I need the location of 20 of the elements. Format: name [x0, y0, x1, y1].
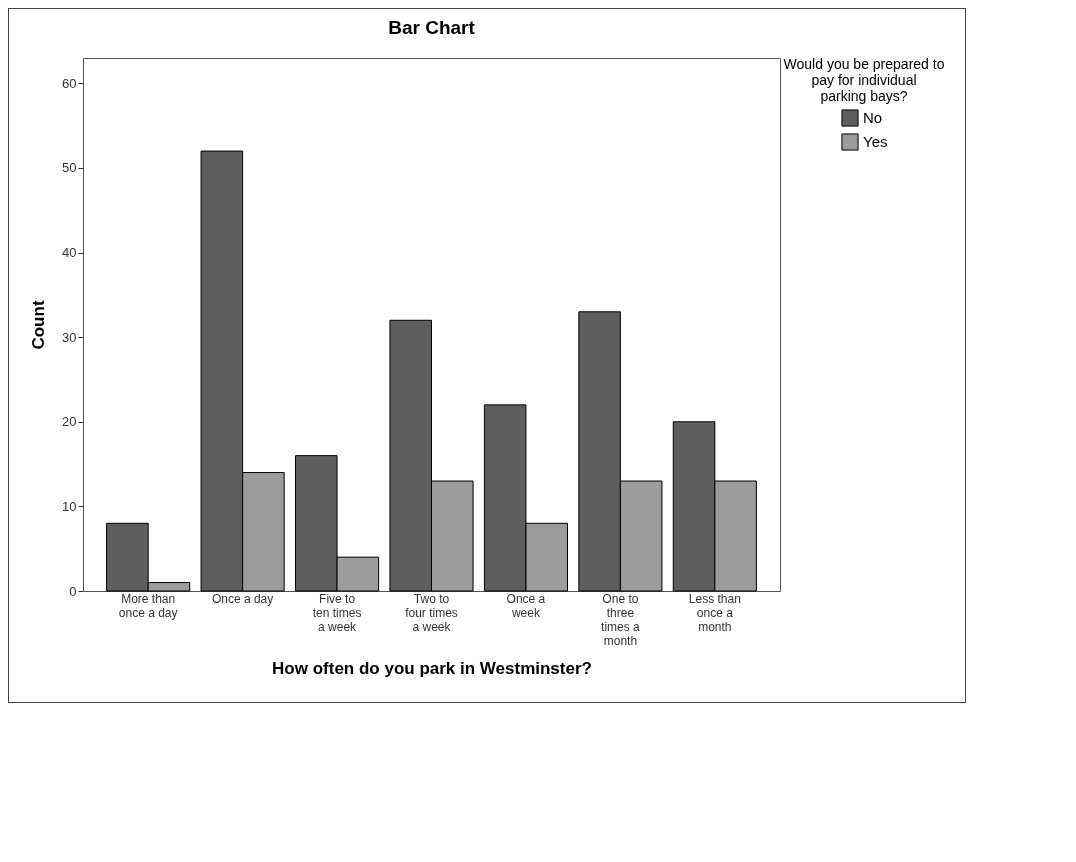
y-axis-title: Count [29, 300, 49, 350]
legend-label: No [863, 109, 883, 126]
x-tick-label: Less than once a month [688, 591, 741, 634]
x-tick-label: Five to ten times a week [312, 591, 362, 634]
x-tick-label: More than once a day [118, 591, 178, 620]
y-tick-label: 50 [62, 160, 77, 176]
y-tick-label: 30 [62, 329, 77, 345]
legend-label: Yes [863, 133, 888, 150]
chart-title: Bar Chart [388, 17, 476, 38]
x-tick-label: Once a day [211, 591, 274, 606]
y-tick-label: 0 [69, 583, 77, 599]
x-tick-label: Two to four times a week [405, 591, 458, 634]
legend-title: Would you be prepared to pay for individual parking bays? [783, 56, 945, 104]
x-tick-label: Once a week [506, 591, 546, 620]
y-tick-label: 60 [62, 75, 77, 91]
y-tick-label: 10 [62, 498, 77, 514]
y-tick-label: 40 [62, 245, 77, 261]
y-tick-label: 20 [62, 414, 77, 430]
x-axis-title: How often do you park in Westminster? [272, 658, 592, 678]
x-tick-label: One to three times a month [601, 591, 641, 648]
